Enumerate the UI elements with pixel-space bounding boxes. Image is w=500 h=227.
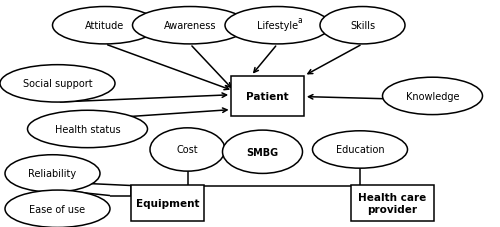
Ellipse shape <box>222 131 302 174</box>
Text: Social support: Social support <box>22 79 92 89</box>
Text: SMBG: SMBG <box>246 147 278 157</box>
Ellipse shape <box>320 7 405 45</box>
Text: Ease of use: Ease of use <box>30 204 86 214</box>
Text: Education: Education <box>336 145 384 155</box>
Text: Awareness: Awareness <box>164 21 216 31</box>
Text: Knowledge: Knowledge <box>406 91 459 101</box>
Ellipse shape <box>5 155 100 192</box>
Ellipse shape <box>382 78 482 115</box>
Ellipse shape <box>28 111 148 148</box>
Ellipse shape <box>225 7 330 45</box>
Ellipse shape <box>132 7 248 45</box>
Ellipse shape <box>150 128 225 171</box>
Text: Lifestyle: Lifestyle <box>257 21 298 31</box>
FancyBboxPatch shape <box>131 186 204 221</box>
Ellipse shape <box>52 7 158 45</box>
Text: Reliability: Reliability <box>28 169 76 179</box>
Text: Attitude: Attitude <box>86 21 124 31</box>
Text: Health care
provider: Health care provider <box>358 192 426 214</box>
Text: Health status: Health status <box>54 124 120 134</box>
Ellipse shape <box>5 190 110 227</box>
FancyBboxPatch shape <box>231 77 304 116</box>
Text: Cost: Cost <box>176 145 199 155</box>
Text: Equipment: Equipment <box>136 198 199 208</box>
FancyBboxPatch shape <box>351 186 434 221</box>
Text: Skills: Skills <box>350 21 375 31</box>
Text: a: a <box>297 16 302 25</box>
Ellipse shape <box>0 65 115 103</box>
Ellipse shape <box>312 131 408 168</box>
Text: Patient: Patient <box>246 91 289 101</box>
